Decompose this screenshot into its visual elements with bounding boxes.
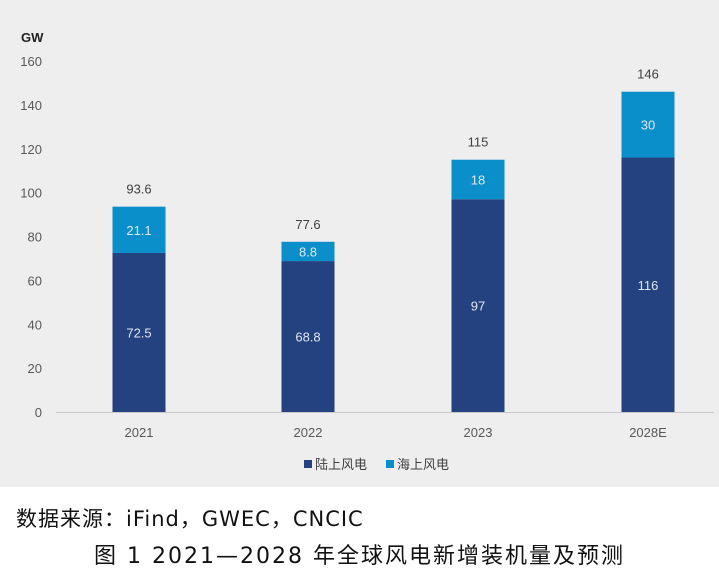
bar-segment-onshore xyxy=(281,261,335,412)
bar-segment-onshore xyxy=(621,157,675,412)
y-tick-label: 100 xyxy=(20,186,42,201)
x-tick-label: 2021 xyxy=(125,425,154,440)
bar-segment-onshore xyxy=(112,252,166,412)
y-tick-label: 0 xyxy=(35,405,42,420)
legend-label: 陆上风电 xyxy=(315,457,367,473)
figure-caption: 图 1 2021—2028 年全球风电新增装机量及预测 xyxy=(94,544,625,569)
bar-total-label: 77.6 xyxy=(295,217,320,232)
bar-data-label: 8.8 xyxy=(299,244,317,259)
legend-swatch xyxy=(304,460,312,468)
y-tick-label: 40 xyxy=(28,317,42,332)
y-tick-label: 80 xyxy=(28,230,42,245)
bar-segment-offshore xyxy=(281,241,335,262)
bar-data-label: 97 xyxy=(471,299,485,314)
bar-segment-offshore xyxy=(621,91,675,158)
bar-total-label: 115 xyxy=(468,135,489,150)
bar-segment-onshore xyxy=(451,199,505,412)
bar-data-label: 72.5 xyxy=(126,325,151,340)
y-tick-label: 60 xyxy=(28,273,42,288)
bar-data-label: 18 xyxy=(471,172,485,187)
y-tick-label: 20 xyxy=(28,361,42,376)
legend-swatch xyxy=(386,460,394,468)
bar-segment-offshore xyxy=(451,159,505,200)
x-tick-label: 2023 xyxy=(464,425,493,440)
y-tick-label: 140 xyxy=(20,98,42,113)
bar-data-label: 68.8 xyxy=(295,330,320,345)
data-source-note: 数据来源：iFind，GWEC，CNCIC xyxy=(16,507,364,531)
stacked-bar-chart: GW 0 20 40 60 80 100 120 140 160 72.5 21.1 93.6 2021 6… xyxy=(20,30,714,473)
bar-total-label: 93.6 xyxy=(126,182,151,197)
x-tick-label: 2022 xyxy=(294,425,323,440)
y-tick-label: 160 xyxy=(20,54,42,69)
y-tick-label: 120 xyxy=(20,142,42,157)
bar-data-label: 116 xyxy=(638,278,659,293)
bar-total-label: 146 xyxy=(637,67,659,82)
bar-data-label: 21.1 xyxy=(126,223,151,238)
chart-panel: GW 0 20 40 60 80 100 120 140 160 72.5 21.1 93.6 2021 6… xyxy=(0,0,719,487)
x-tick-label: 2028E xyxy=(629,425,667,440)
bar-segment-offshore xyxy=(112,206,166,253)
legend-label: 海上风电 xyxy=(397,458,449,473)
bar-data-label: 30 xyxy=(641,118,655,133)
y-axis-unit-label: GW xyxy=(21,30,44,45)
